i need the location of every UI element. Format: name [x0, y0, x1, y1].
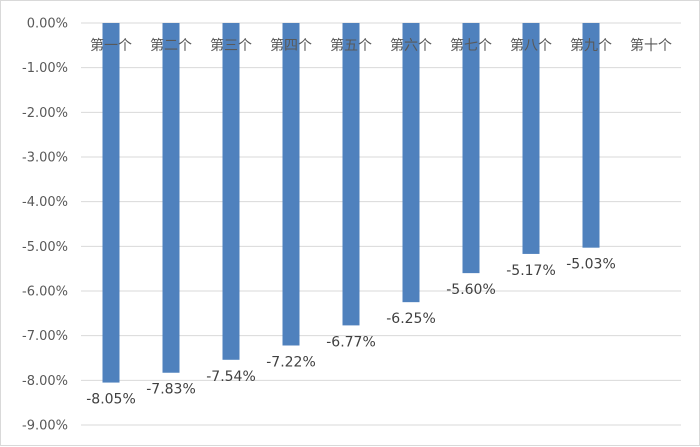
y-tick-label: -9.00%	[22, 419, 68, 434]
category-label: 第八个	[510, 37, 552, 54]
category-label: 第二个	[150, 37, 192, 54]
bar-value-label: -6.25%	[386, 311, 436, 327]
category-label: 第九个	[570, 37, 612, 54]
y-tick-label: -4.00%	[22, 195, 68, 210]
bar-value-label: -5.03%	[566, 257, 616, 273]
y-tick-label: -8.00%	[22, 374, 68, 389]
bar-value-label: -5.60%	[446, 282, 496, 298]
bar	[102, 23, 120, 383]
y-tick-label: -3.00%	[22, 151, 68, 166]
category-label: 第三个	[210, 37, 252, 54]
gridlines	[81, 22, 681, 426]
bar-value-label: -8.05%	[86, 392, 136, 408]
y-tick-label: -6.00%	[22, 285, 68, 300]
bar-value-label: -7.83%	[146, 382, 196, 398]
bar	[162, 23, 180, 373]
bar	[282, 23, 300, 346]
bar	[462, 23, 480, 274]
data-labels: -8.05% -7.83% -7.54% -7.22% -6.77% -6.25% -5.6…	[86, 257, 616, 408]
category-label: 第五个	[330, 37, 372, 54]
category-label: 第六个	[390, 37, 432, 54]
bar-value-label: -5.17%	[506, 263, 556, 279]
bars	[102, 23, 600, 383]
y-tick-label: -1.00%	[22, 61, 68, 76]
bar-value-label: -6.77%	[326, 334, 376, 350]
y-tick-label: -2.00%	[22, 106, 68, 121]
category-label: 第十个	[630, 37, 672, 54]
bar	[342, 23, 360, 326]
bar-value-label: -7.22%	[266, 354, 316, 370]
y-tick-label: -5.00%	[22, 240, 68, 255]
bar	[582, 23, 600, 248]
bar	[222, 23, 240, 360]
category-label: 第七个	[450, 37, 492, 54]
category-label: 第四个	[270, 37, 312, 54]
x-axis-category-labels: 第一个 第二个 第三个 第四个 第五个 第六个 第七个 第八个 第九个 第十个	[90, 37, 672, 54]
bar	[402, 23, 420, 303]
bar-value-label: -7.54%	[206, 369, 256, 385]
y-tick-label: 0.00%	[27, 17, 68, 32]
category-label: 第一个	[90, 37, 132, 54]
y-tick-label: -7.00%	[22, 329, 68, 344]
y-axis-tick-labels: 0.00% -1.00% -2.00% -3.00% -4.00% -5.00% -6.00…	[22, 17, 68, 434]
bar	[522, 23, 540, 254]
